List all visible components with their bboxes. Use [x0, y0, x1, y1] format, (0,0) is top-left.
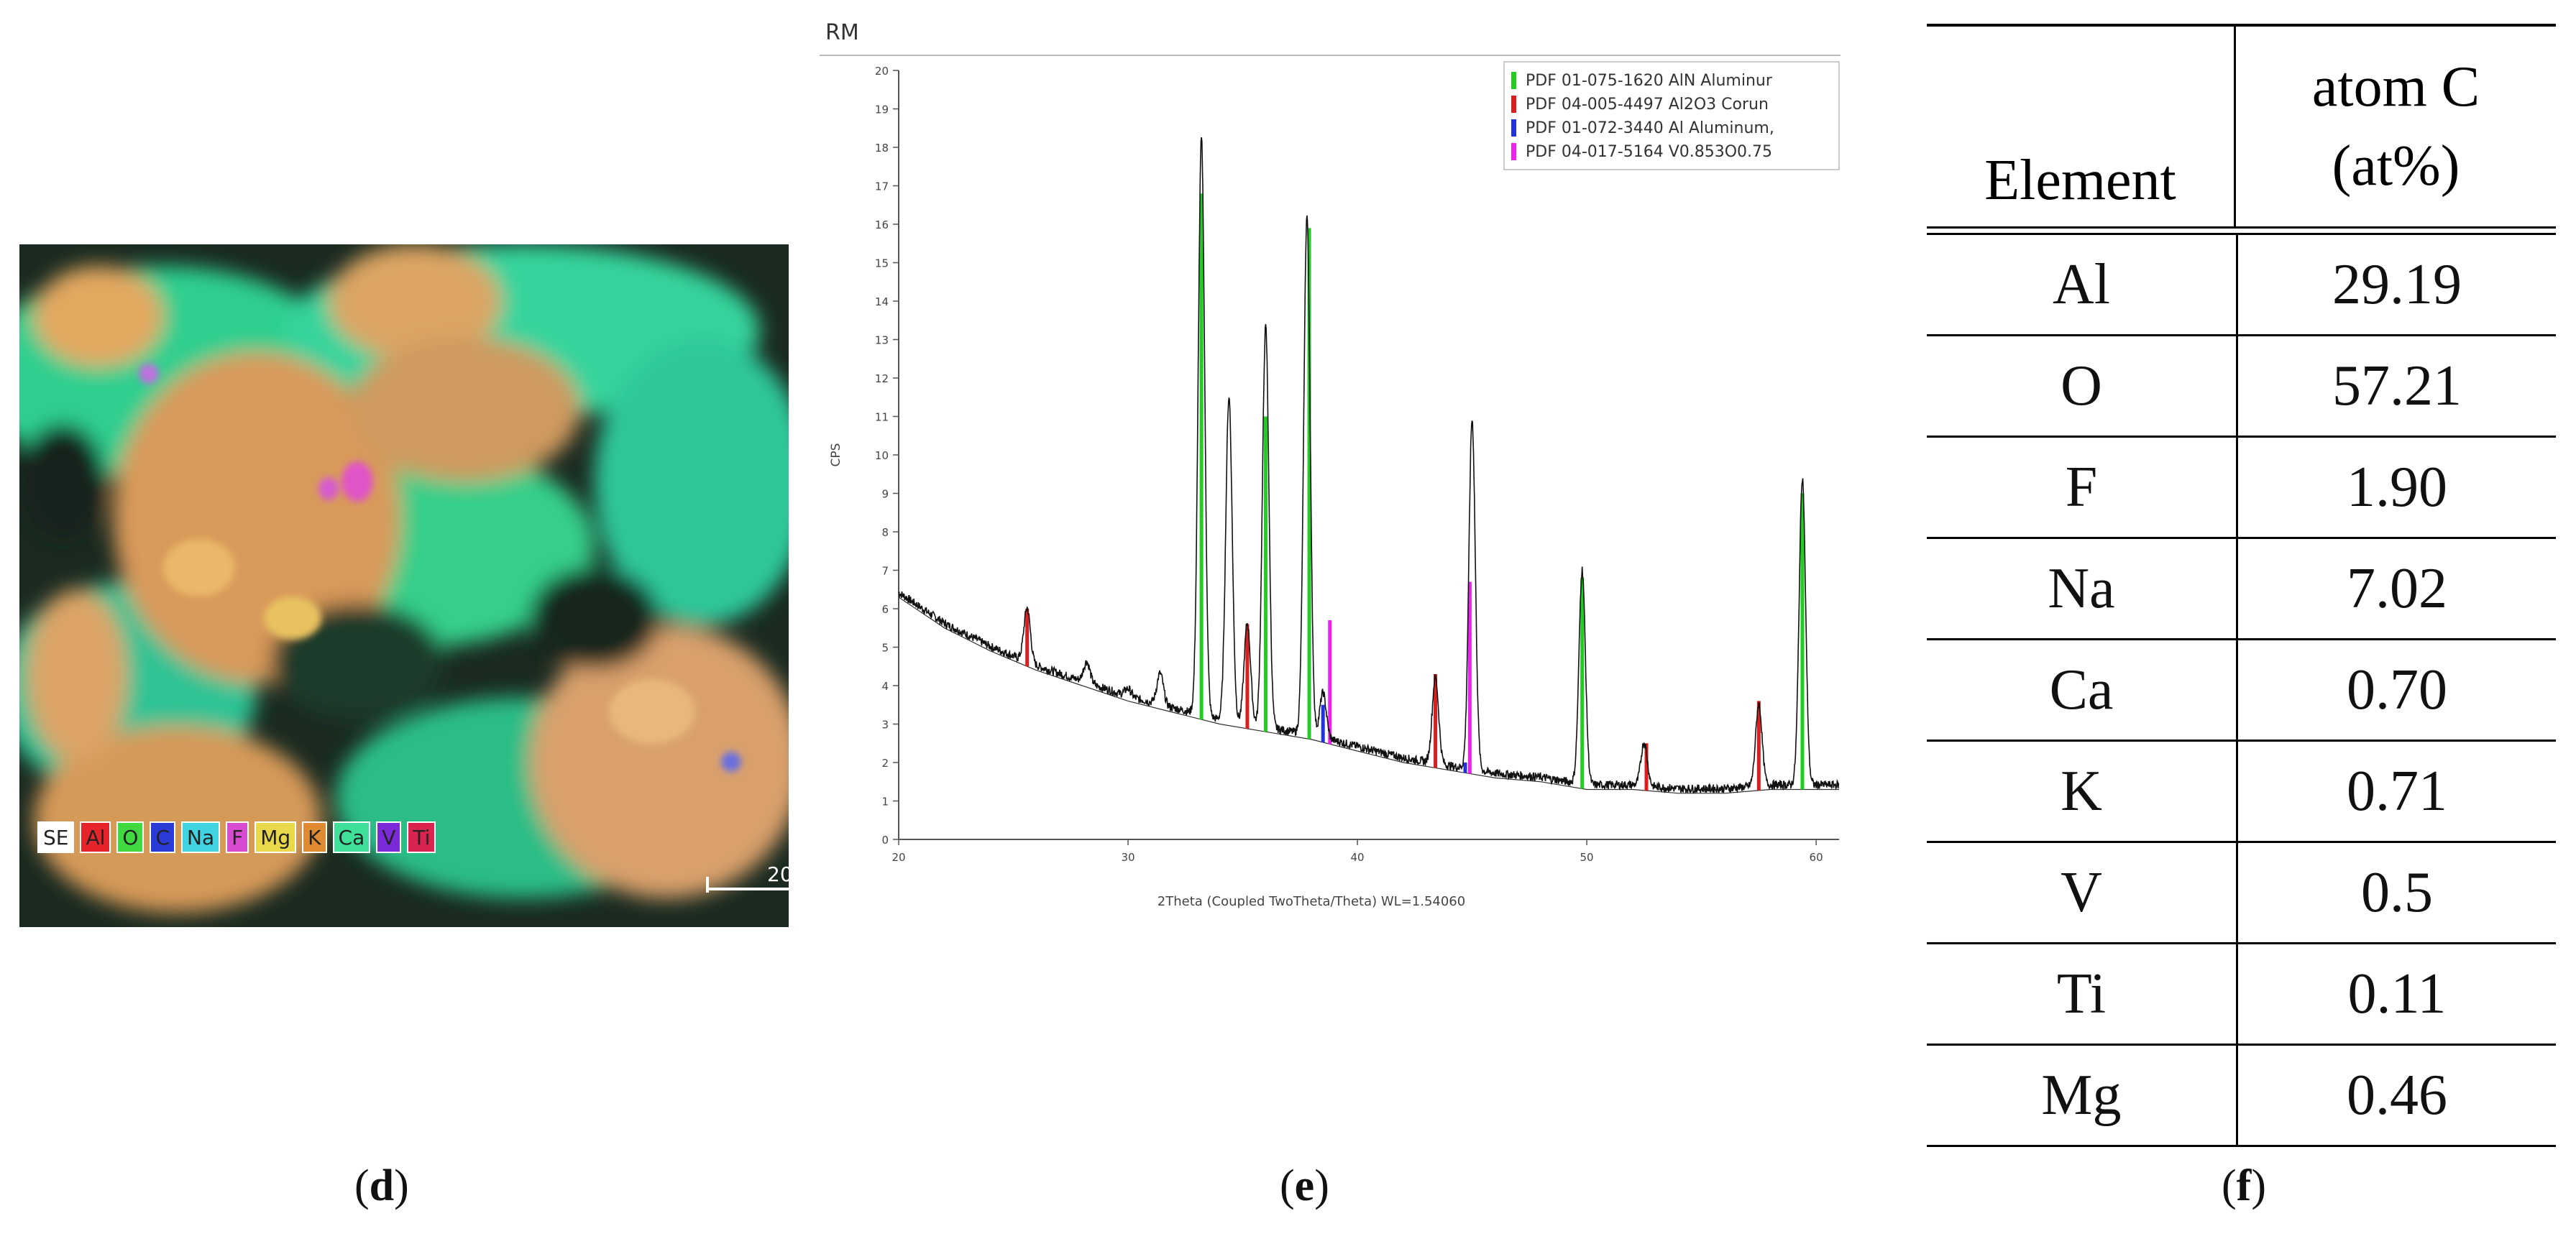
y-tick-label: 5 [881, 642, 889, 655]
legend-entry: PDF 01-072-3440 Al Aluminum, [1526, 119, 1774, 137]
y-tick-label: 12 [875, 372, 889, 385]
table-top-rule [1927, 24, 2556, 27]
caption-f: (f) [2222, 1161, 2266, 1210]
scale-bar-label: 20 [767, 862, 789, 886]
y-tick-label: 13 [875, 334, 889, 347]
table-row: Mg 0.46 [1927, 1046, 2556, 1147]
legend-swatch [1511, 96, 1516, 113]
cell-element: Al [1927, 235, 2238, 334]
legend-entry: PDF 04-017-5164 V0.853O0.75 [1526, 143, 1772, 161]
eds-legend-chip-f: F [226, 821, 249, 853]
y-tick-label: 0 [881, 834, 889, 847]
table-row: K 0.71 [1927, 742, 2556, 843]
y-tick-label: 2 [881, 757, 889, 770]
y-tick-label: 1 [881, 796, 889, 809]
cell-element: Mg [1927, 1046, 2238, 1145]
y-axis-label: CPS [829, 443, 843, 467]
eds-legend-chip-se: SE [37, 821, 75, 853]
cell-element: Ca [1927, 640, 2238, 740]
eds-legend-chip-al: Al [80, 821, 111, 853]
legend-entry: PDF 01-075-1620 AlN Aluminur [1526, 72, 1773, 90]
y-tick-label: 17 [875, 180, 889, 193]
table-row: V 0.5 [1927, 843, 2556, 944]
eds-legend-chip-v: V [376, 821, 402, 853]
x-tick-label: 30 [1121, 851, 1135, 864]
cell-element: Ti [1927, 944, 2238, 1044]
x-tick-label: 40 [1351, 851, 1365, 864]
eds-legend-chip-k: K [302, 821, 327, 853]
cell-element: Na [1927, 539, 2238, 638]
caption-d: (d) [354, 1161, 409, 1210]
table-body: Al 29.19 O 57.21 F 1.90 Na 7.02 Ca 0.70 K 0.71 V 0.5 T… [1927, 235, 2556, 1147]
x-axis-label: 2Theta (Coupled TwoTheta/Theta) WL=1.540… [1158, 894, 1465, 909]
cell-atom-percent: 29.19 [2332, 252, 2462, 316]
table-row: F 1.90 [1927, 438, 2556, 539]
cell-atom-percent: 0.70 [2347, 658, 2447, 722]
cell-atom-percent: 0.46 [2347, 1063, 2447, 1127]
legend-box [1503, 61, 1840, 170]
legend-swatch [1511, 119, 1516, 137]
legend-entry: PDF 04-005-4497 Al2O3 Corun [1526, 96, 1769, 114]
eds-legend-chip-ca: Ca [332, 821, 371, 853]
y-tick-label: 16 [875, 218, 889, 231]
scale-bar-tick [706, 877, 709, 893]
eds-map-panel: SE Al O C Na F Mg K Ca V Ti 20 [19, 244, 789, 927]
y-tick-label: 7 [881, 565, 889, 578]
table-row: Ca 0.70 [1927, 640, 2556, 742]
header-atom-percent: atom C (at%) [2236, 27, 2556, 226]
eds-legend-chip-c: C [150, 821, 176, 853]
cell-atom-percent: 57.21 [2332, 354, 2462, 418]
table-header-row: Element atom C (at%) [1927, 27, 2556, 229]
header-element: Element [1927, 27, 2236, 226]
cell-element: K [1927, 742, 2238, 841]
scale-bar [706, 888, 789, 890]
legend-swatch [1511, 72, 1516, 89]
y-tick-label: 14 [875, 295, 889, 308]
caption-e: (e) [1280, 1161, 1329, 1210]
y-tick-label: 8 [881, 526, 889, 539]
cell-atom-percent: 0.5 [2361, 860, 2433, 924]
xrd-header-rule [820, 55, 1841, 56]
cell-atom-percent: 7.02 [2347, 556, 2447, 620]
composition-table: Element atom C (at%) Al 29.19 O 57.21 F 1.90 N… [1927, 24, 2556, 1147]
header-atom-line1: atom C [2311, 55, 2480, 119]
eds-legend-chip-ti: Ti [407, 821, 436, 853]
legend-swatch [1511, 143, 1516, 160]
header-atom-line2: (at%) [2332, 134, 2460, 198]
cell-element: V [1927, 843, 2238, 942]
cell-atom-percent: 1.90 [2347, 455, 2447, 519]
eds-legend-chip-na: Na [181, 821, 221, 853]
measured-pattern-line [898, 137, 1840, 794]
x-tick-label: 20 [891, 851, 905, 864]
y-tick-label: 15 [875, 257, 889, 270]
y-tick-label: 4 [881, 680, 889, 693]
eds-legend-chip-mg: Mg [255, 821, 297, 853]
cell-atom-percent: 0.11 [2347, 962, 2447, 1026]
table-row: Al 29.19 [1927, 235, 2556, 336]
cell-element: O [1927, 336, 2238, 436]
eds-legend-chip-o: O [116, 821, 145, 853]
table-row: Ti 0.11 [1927, 944, 2556, 1046]
cell-atom-percent: 0.71 [2347, 759, 2447, 823]
y-tick-label: 11 [875, 411, 889, 424]
eds-element-legend: SE Al O C Na F Mg K Ca V Ti [37, 821, 436, 853]
table-row: Na 7.02 [1927, 539, 2556, 640]
background-curve [898, 597, 1839, 794]
y-tick-label: 20 [875, 65, 889, 78]
xrd-chart-panel: RM 0 1 2 3 4 5 6 7 8 9 10 11 12 13 14 15 16 17 18 19 20 20 30 4… [820, 20, 1841, 940]
y-tick-label: 19 [875, 103, 889, 116]
table-header-double-rule [1927, 233, 2556, 235]
table-row: O 57.21 [1927, 336, 2556, 438]
xrd-header: RM [825, 20, 859, 45]
y-tick-label: 9 [881, 488, 889, 501]
y-tick-label: 10 [875, 449, 889, 462]
cell-element: F [1927, 438, 2238, 537]
x-tick-label: 50 [1580, 851, 1594, 864]
y-tick-label: 18 [875, 142, 889, 155]
y-tick-label: 6 [881, 603, 889, 616]
x-tick-label: 60 [1810, 851, 1823, 864]
y-tick-label: 3 [881, 719, 889, 732]
